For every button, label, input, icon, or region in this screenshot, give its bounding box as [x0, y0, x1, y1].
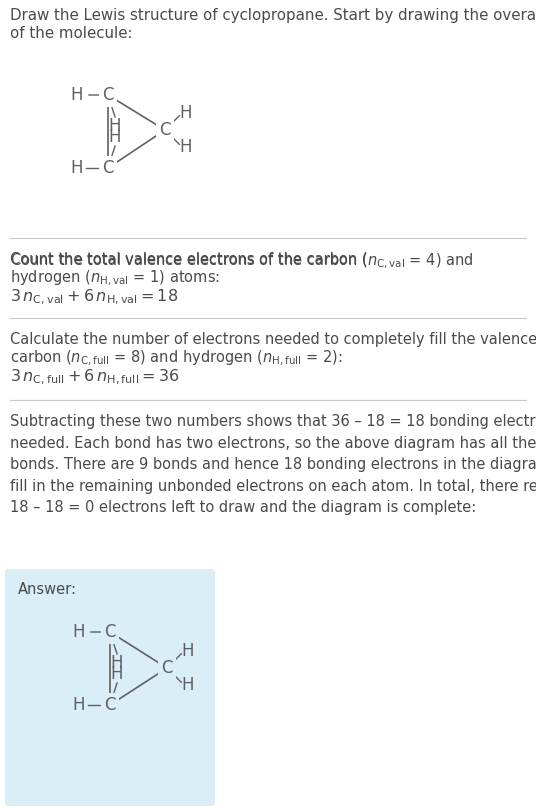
Text: $3\, n_\mathrm{C,val} + 6\, n_\mathrm{H,val} = 18$: $3\, n_\mathrm{C,val} + 6\, n_\mathrm{H,…: [10, 288, 178, 307]
Text: H: H: [179, 103, 191, 122]
Text: H: H: [181, 676, 193, 694]
Text: H: H: [111, 665, 123, 683]
Text: Answer:: Answer:: [18, 582, 77, 597]
Text: Draw the Lewis structure of cyclopropane. Start by drawing the overall structure: Draw the Lewis structure of cyclopropane…: [10, 8, 536, 23]
Text: C: C: [102, 159, 114, 177]
Text: of the molecule:: of the molecule:: [10, 26, 132, 41]
FancyBboxPatch shape: [5, 569, 215, 806]
Text: H: H: [73, 696, 85, 714]
Text: Subtracting these two numbers shows that 36 – 18 = 18 bonding electrons are
need: Subtracting these two numbers shows that…: [10, 414, 536, 516]
Text: H: H: [71, 159, 83, 177]
Text: C: C: [161, 659, 173, 677]
Text: C: C: [102, 86, 114, 104]
Text: C: C: [159, 121, 171, 139]
Text: H: H: [111, 654, 123, 672]
Text: hydrogen ($n_\mathrm{H,val}$ = 1) atoms:: hydrogen ($n_\mathrm{H,val}$ = 1) atoms:: [10, 269, 220, 288]
Text: carbon ($n_\mathrm{C,full}$ = 8) and hydrogen ($n_\mathrm{H,full}$ = 2):: carbon ($n_\mathrm{C,full}$ = 8) and hyd…: [10, 349, 343, 368]
Text: H: H: [181, 642, 193, 659]
Text: Count the total valence electrons of the carbon ($n_\mathrm{C,val}$ = 4) and: Count the total valence electrons of the…: [10, 252, 474, 271]
Text: H: H: [109, 128, 121, 146]
Text: H: H: [73, 623, 85, 641]
Text: Count the total valence electrons of the carbon (: Count the total valence electrons of the…: [10, 252, 368, 267]
Text: C: C: [104, 696, 116, 714]
Text: $3\, n_\mathrm{C,full} + 6\, n_\mathrm{H,full} = 36$: $3\, n_\mathrm{C,full} + 6\, n_\mathrm{H…: [10, 368, 180, 387]
Text: H: H: [109, 117, 121, 135]
Text: C: C: [104, 623, 116, 641]
Text: H: H: [179, 138, 191, 156]
Text: Calculate the number of electrons needed to completely fill the valence shells f: Calculate the number of electrons needed…: [10, 332, 536, 347]
Text: H: H: [71, 86, 83, 104]
